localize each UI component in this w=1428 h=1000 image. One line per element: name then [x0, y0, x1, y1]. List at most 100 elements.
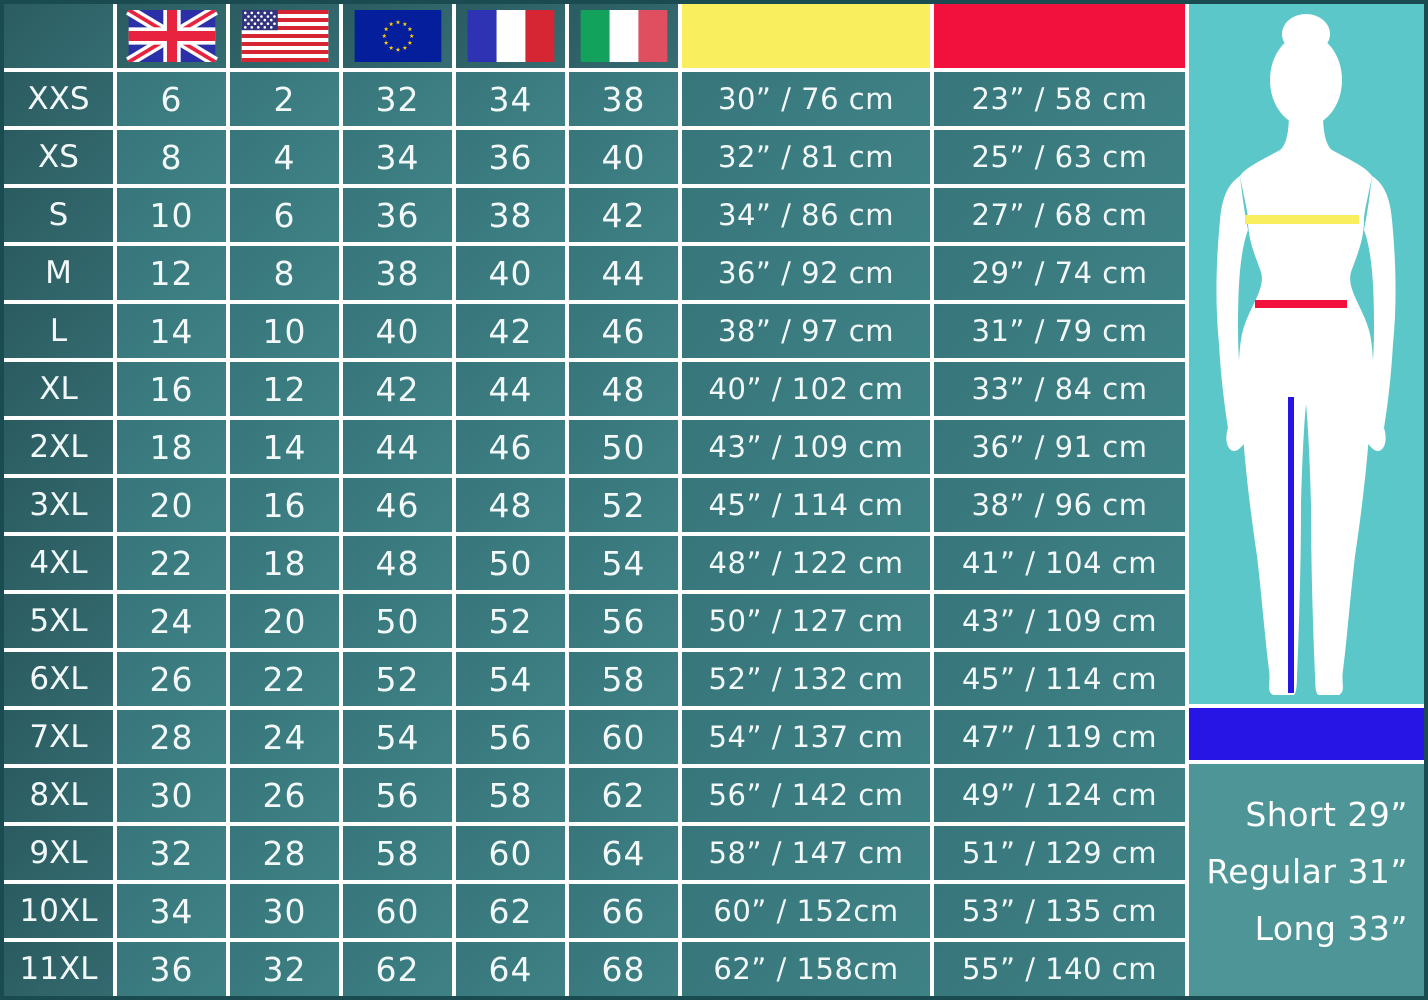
- value-cell: 32: [230, 942, 339, 996]
- value-cell: 58: [569, 652, 678, 706]
- value-cell: 32” / 81 cm: [682, 130, 930, 184]
- value-cell: 44: [569, 246, 678, 300]
- value-cell: 52: [456, 594, 565, 648]
- corner-cell: [4, 4, 113, 68]
- size-label-cell: 3XL: [4, 478, 113, 532]
- value-cell: 34: [117, 884, 226, 938]
- value-cell: 40” / 102 cm: [682, 362, 930, 416]
- value-cell: 8: [230, 246, 339, 300]
- size-label-cell: 8XL: [4, 768, 113, 822]
- size-grid: XXS 6 2 32 34 38 30” / 76 cm 23” / 58 cm XS 8 4 34 3…: [4, 4, 1185, 996]
- value-cell: 20: [117, 478, 226, 532]
- value-cell: 28: [117, 710, 226, 764]
- value-cell: 50: [569, 420, 678, 474]
- value-cell: 2: [230, 72, 339, 126]
- size-label-cell: 7XL: [4, 710, 113, 764]
- value-cell: 56: [343, 768, 452, 822]
- right-arm: [1364, 176, 1396, 451]
- value-cell: 55” / 140 cm: [934, 942, 1185, 996]
- value-cell: 33” / 84 cm: [934, 362, 1185, 416]
- value-cell: 46: [456, 420, 565, 474]
- value-cell: 34” / 86 cm: [682, 188, 930, 242]
- value-cell: 40: [343, 304, 452, 358]
- value-cell: 38” / 97 cm: [682, 304, 930, 358]
- value-cell: 53” / 135 cm: [934, 884, 1185, 938]
- value-cell: 38” / 96 cm: [934, 478, 1185, 532]
- value-cell: 36” / 92 cm: [682, 246, 930, 300]
- value-cell: 12: [230, 362, 339, 416]
- value-cell: 52” / 132 cm: [682, 652, 930, 706]
- value-cell: 40: [569, 130, 678, 184]
- size-label-cell: 5XL: [4, 594, 113, 648]
- value-cell: 16: [117, 362, 226, 416]
- value-cell: 60: [569, 710, 678, 764]
- value-cell: 41” / 104 cm: [934, 536, 1185, 590]
- size-label-cell: L: [4, 304, 113, 358]
- us-flag-icon: [241, 10, 328, 62]
- value-cell: 29” / 74 cm: [934, 246, 1185, 300]
- value-cell: 8: [117, 130, 226, 184]
- value-cell: 58: [343, 826, 452, 880]
- hip-measure-line: [1255, 300, 1347, 308]
- value-cell: 52: [343, 652, 452, 706]
- value-cell: 27” / 68 cm: [934, 188, 1185, 242]
- value-cell: 18: [117, 420, 226, 474]
- left-arm: [1216, 176, 1248, 451]
- value-cell: 26: [117, 652, 226, 706]
- size-label-cell: 4XL: [4, 536, 113, 590]
- value-cell: 54: [569, 536, 678, 590]
- eu-flag-icon: [354, 10, 441, 62]
- value-cell: 34: [456, 72, 565, 126]
- value-cell: 50: [456, 536, 565, 590]
- value-cell: 43” / 109 cm: [682, 420, 930, 474]
- value-cell: 52: [569, 478, 678, 532]
- uk-flag-icon: [125, 10, 218, 62]
- inseam-measure-line: [1288, 397, 1294, 693]
- value-cell: 36” / 91 cm: [934, 420, 1185, 474]
- value-cell: 28: [230, 826, 339, 880]
- value-cell: 48” / 122 cm: [682, 536, 930, 590]
- woman-silhouette: [1216, 14, 1396, 695]
- value-cell: 66: [569, 884, 678, 938]
- value-cell: 50” / 127 cm: [682, 594, 930, 648]
- value-cell: 44: [456, 362, 565, 416]
- value-cell: 30: [230, 884, 339, 938]
- value-cell: 56” / 142 cm: [682, 768, 930, 822]
- value-cell: 62: [343, 942, 452, 996]
- value-cell: 54: [343, 710, 452, 764]
- bust-measure-line: [1245, 215, 1359, 224]
- size-label-cell: XL: [4, 362, 113, 416]
- value-cell: 43” / 109 cm: [934, 594, 1185, 648]
- value-cell: 32: [343, 72, 452, 126]
- value-cell: 6: [117, 72, 226, 126]
- size-label-cell: M: [4, 246, 113, 300]
- value-cell: 60” / 152cm: [682, 884, 930, 938]
- body-measurement-figure: [1189, 4, 1424, 704]
- size-label-cell: 6XL: [4, 652, 113, 706]
- value-cell: 44: [343, 420, 452, 474]
- value-cell: 38: [569, 72, 678, 126]
- france-column-header: [456, 4, 565, 68]
- value-cell: 36: [456, 130, 565, 184]
- value-cell: 62: [456, 884, 565, 938]
- value-cell: 10: [230, 304, 339, 358]
- value-cell: 58: [456, 768, 565, 822]
- value-cell: 34: [343, 130, 452, 184]
- value-cell: 24: [230, 710, 339, 764]
- uk-column-header: [117, 4, 226, 68]
- value-cell: 42: [569, 188, 678, 242]
- value-cell: 24: [117, 594, 226, 648]
- value-cell: 4: [230, 130, 339, 184]
- value-cell: 22: [230, 652, 339, 706]
- figure-panel: Short 29” Regular 31” Long 33”: [1185, 4, 1424, 996]
- value-cell: 45” / 114 cm: [682, 478, 930, 532]
- value-cell: 6: [230, 188, 339, 242]
- value-cell: 38: [343, 246, 452, 300]
- size-label-cell: XXS: [4, 72, 113, 126]
- value-cell: 38: [456, 188, 565, 242]
- value-cell: 23” / 58 cm: [934, 72, 1185, 126]
- value-cell: 48: [343, 536, 452, 590]
- value-cell: 25” / 63 cm: [934, 130, 1185, 184]
- value-cell: 48: [456, 478, 565, 532]
- value-cell: 22: [117, 536, 226, 590]
